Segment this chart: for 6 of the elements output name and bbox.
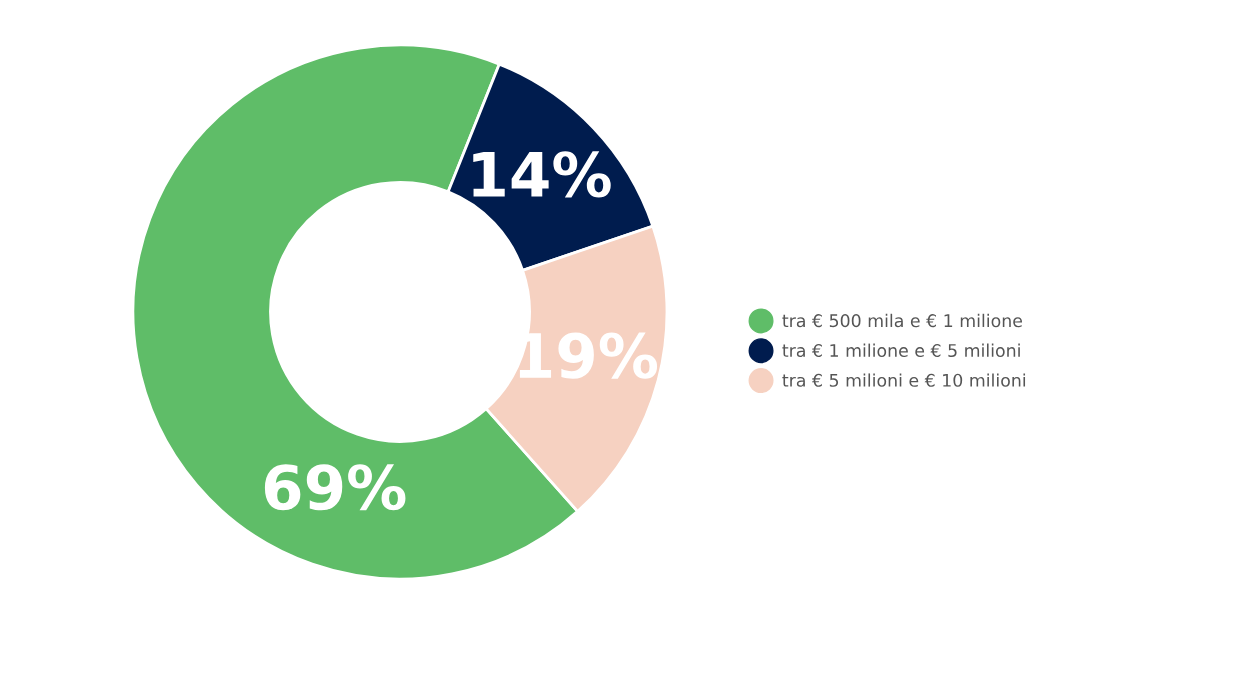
legend-label: tra € 5 milioni e € 10 milioni <box>782 373 1026 387</box>
legend-label: tra € 1 milione e € 5 milioni <box>782 343 1020 358</box>
data-label: 19% <box>519 332 658 379</box>
data-label: 14% <box>473 151 611 198</box>
data-label: 69% <box>264 464 406 511</box>
legend-label: tra € 500 mila e € 1 milione <box>782 313 1023 328</box>
